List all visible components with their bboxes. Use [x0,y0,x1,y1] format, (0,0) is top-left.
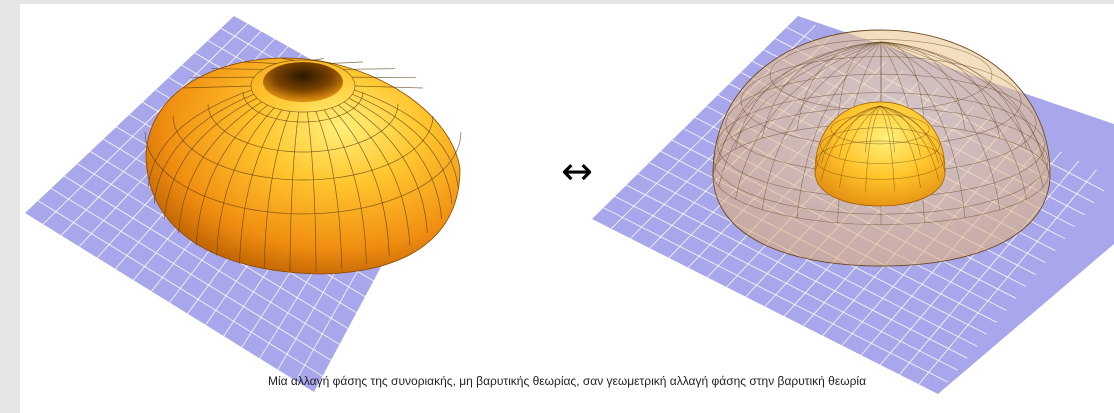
torus-hole [263,62,343,102]
equivalence-arrow: ↔ [561,149,593,193]
outer-hemisphere-mesh [712,39,1050,225]
inner-hemisphere-mesh [814,105,946,192]
torus-hole-rim [250,59,356,113]
right-panel [592,16,1114,394]
torus-body [145,57,461,275]
left-panel [25,16,462,392]
figure-frame: ↔ Μία αλλαγή φάσης της συνοριακής, μη βα… [20,4,1114,413]
torus-icon [144,57,462,275]
inner-hemisphere [814,101,946,207]
phase-transition-figure: ↔ [25,16,1114,394]
figure-caption: Μία αλλαγή φάσης της συνοριακής, μη βαρυ… [267,374,867,388]
torus-mesh [144,58,462,272]
